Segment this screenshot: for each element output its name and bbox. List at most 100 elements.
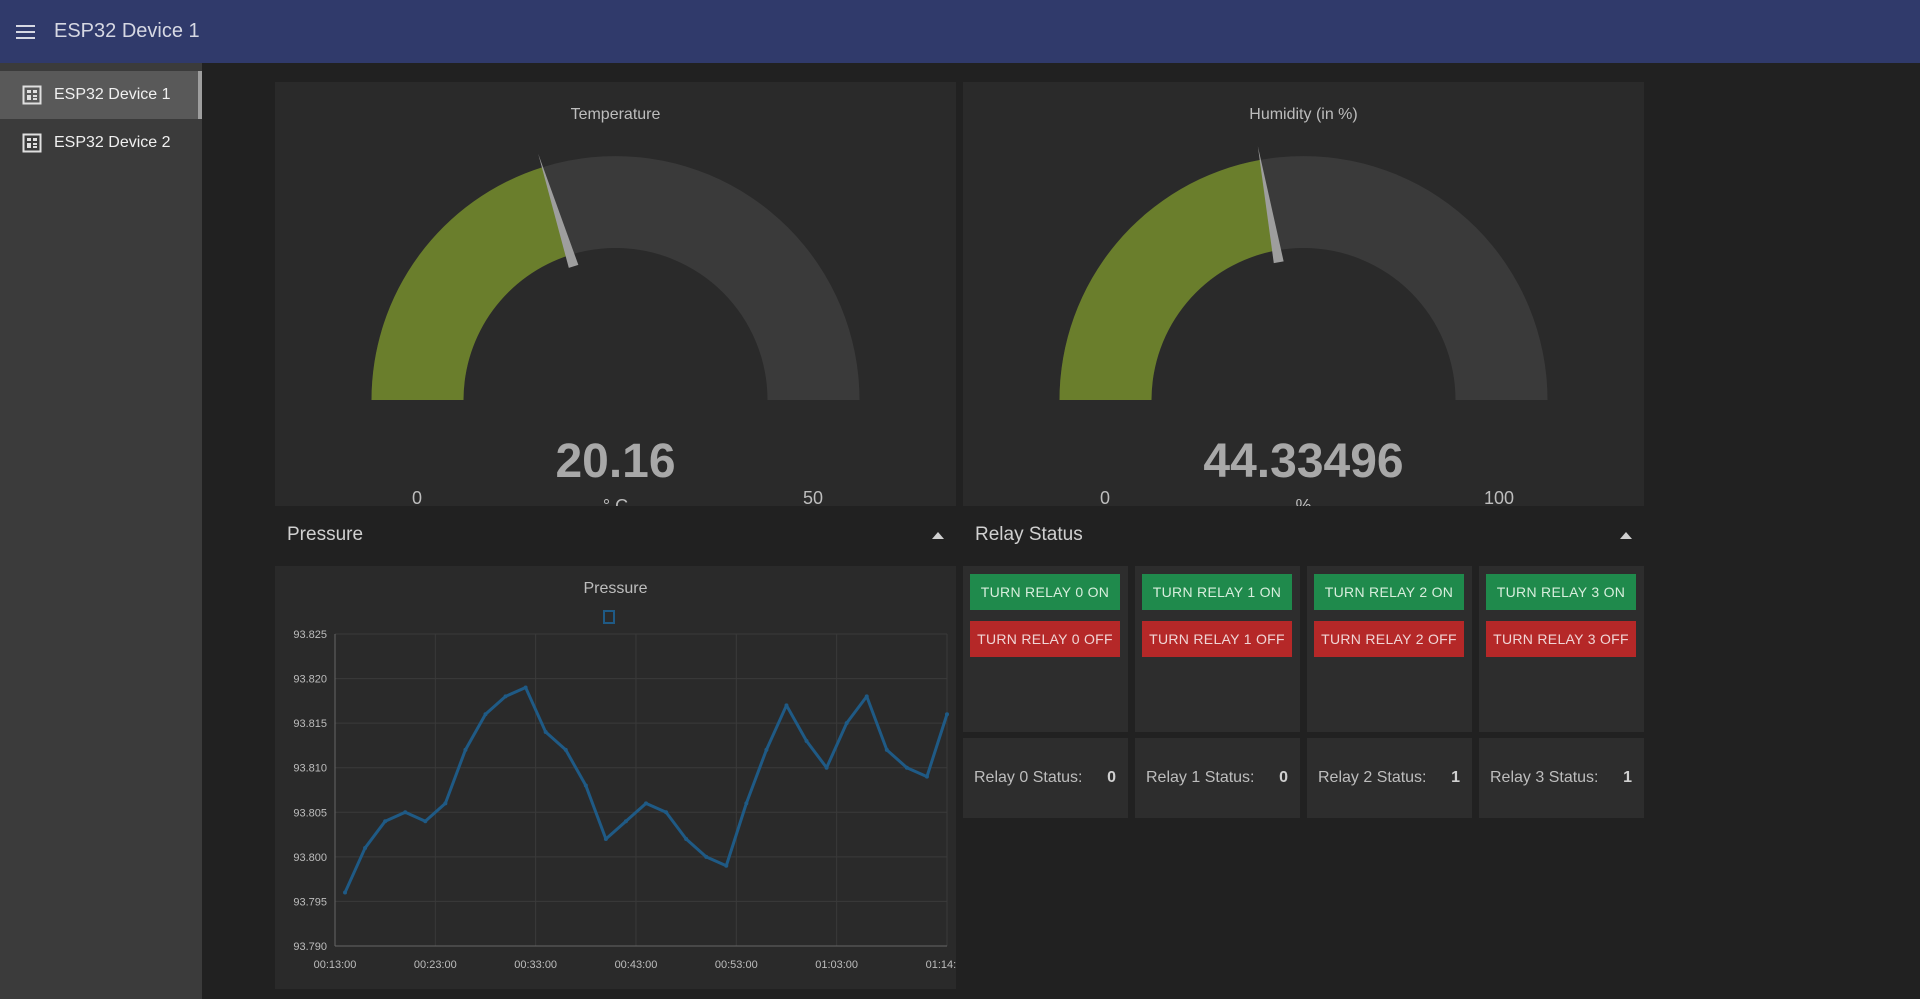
sidebar-item-esp32-device-2[interactable]: ESP32 Device 2 (0, 119, 202, 167)
gauge-value: 44.33496 (1203, 435, 1404, 488)
data-point (563, 747, 568, 752)
relay-1-status: Relay 1 Status: 0 (1135, 738, 1300, 818)
status-label: Relay 3 Status: (1490, 769, 1599, 786)
data-point (904, 765, 909, 770)
y-tick-label: 93.810 (293, 763, 327, 775)
data-point (543, 730, 548, 735)
menu-icon[interactable] (16, 18, 44, 46)
pressure-group-header[interactable]: Pressure (275, 506, 956, 564)
legend-swatch (603, 610, 615, 624)
data-point (523, 685, 528, 690)
data-point (704, 854, 709, 859)
data-point (744, 801, 749, 806)
chart-title: Pressure (583, 580, 648, 597)
data-point (664, 810, 669, 815)
status-label: Relay 2 Status: (1318, 769, 1427, 786)
status-value: 0 (1107, 769, 1116, 786)
status-value: 1 (1451, 769, 1460, 786)
relay-3-status: Relay 3 Status: 1 (1479, 738, 1644, 818)
temperature-gauge (371, 153, 860, 400)
gauge-fill (1059, 159, 1277, 400)
data-point (423, 819, 428, 824)
data-point (844, 721, 849, 726)
status-label: Relay 1 Status: (1146, 769, 1255, 786)
data-point (924, 774, 929, 779)
sidebar-item-label: ESP32 Device 2 (54, 134, 171, 151)
turn-relay-3-on-button[interactable]: TURN RELAY 3 ON (1486, 574, 1636, 610)
relay-3-controls: TURN RELAY 3 ON TURN RELAY 3 OFF (1479, 566, 1644, 732)
data-point (483, 712, 488, 717)
collapse-icon[interactable] (1620, 531, 1632, 539)
pressure-chart-card: Pressure 93.825 93.820 93.815 93.810 93.805 9… (275, 566, 956, 989)
x-tick-label: 00:43:00 (615, 959, 658, 971)
gauge-needle (538, 153, 579, 268)
sidebar-item-esp32-device-1[interactable]: ESP32 Device 1 (0, 71, 202, 119)
sidebar-item-label: ESP32 Device 1 (54, 86, 171, 103)
y-tick-label: 93.805 (293, 807, 327, 819)
top-toolbar: ESP32 Device 1 (0, 0, 1920, 63)
data-point (784, 703, 789, 708)
turn-relay-1-on-button[interactable]: TURN RELAY 1 ON (1142, 574, 1292, 610)
y-tick-label: 93.820 (293, 674, 327, 686)
gauge-needle (1257, 146, 1284, 264)
turn-relay-2-off-button[interactable]: TURN RELAY 2 OFF (1314, 621, 1464, 657)
turn-relay-0-on-button[interactable]: TURN RELAY 0 ON (970, 574, 1120, 610)
relay-0-status: Relay 0 Status: 0 (963, 738, 1128, 818)
turn-relay-0-off-button[interactable]: TURN RELAY 0 OFF (970, 621, 1120, 657)
data-point (684, 837, 689, 842)
data-point (363, 845, 368, 850)
y-tick-label: 93.815 (293, 718, 327, 730)
data-point (824, 765, 829, 770)
gauge-value: 20.16 (555, 435, 676, 488)
data-point (804, 738, 809, 743)
data-point (503, 694, 508, 699)
relay-0-controls: TURN RELAY 0 ON TURN RELAY 0 OFF (963, 566, 1128, 732)
data-point (724, 863, 729, 868)
sidebar: ESP32 Device 1 ESP32 Device 2 (0, 63, 202, 999)
collapse-icon[interactable] (932, 531, 944, 539)
turn-relay-1-off-button[interactable]: TURN RELAY 1 OFF (1142, 621, 1292, 657)
data-point (403, 810, 408, 815)
gauge-min-label: 0 (412, 488, 423, 508)
y-tick-label: 93.790 (293, 941, 327, 953)
data-point (583, 783, 588, 788)
x-tick-label: 01:14:00 (926, 959, 956, 971)
gauge-min-label: 0 (1100, 488, 1111, 508)
group-title: Relay Status (975, 524, 1083, 545)
data-point (945, 712, 949, 717)
x-tick-label: 00:23:00 (414, 959, 457, 971)
relay-group-header[interactable]: Relay Status (963, 506, 1644, 564)
group-title: Pressure (287, 524, 364, 545)
y-tick-label: 93.825 (293, 629, 327, 641)
y-tick-label: 93.795 (293, 896, 327, 908)
x-tick-label: 00:33:00 (514, 959, 557, 971)
y-tick-label: 93.800 (293, 852, 327, 864)
page-title: ESP32 Device 1 (54, 20, 200, 42)
data-point (644, 801, 649, 806)
status-value: 1 (1623, 769, 1632, 786)
dashboard-icon (22, 85, 42, 105)
relay-2-status: Relay 2 Status: 1 (1307, 738, 1472, 818)
temperature-gauge-card: Temperature 20.16 ° C 0 50 (275, 82, 956, 516)
dashboard-icon (22, 133, 42, 153)
data-point (764, 747, 769, 752)
status-label: Relay 0 Status: (974, 769, 1083, 786)
data-point (343, 890, 348, 895)
gauge-fill (371, 167, 570, 400)
data-point (463, 747, 468, 752)
data-point (443, 801, 448, 806)
data-point (623, 819, 628, 824)
status-value: 0 (1279, 769, 1288, 786)
gauge-max-label: 50 (803, 488, 824, 508)
turn-relay-3-off-button[interactable]: TURN RELAY 3 OFF (1486, 621, 1636, 657)
relay-1-controls: TURN RELAY 1 ON TURN RELAY 1 OFF (1135, 566, 1300, 732)
gauge-max-label: 100 (1484, 488, 1515, 508)
relay-2-controls: TURN RELAY 2 ON TURN RELAY 2 OFF (1307, 566, 1472, 732)
data-point (864, 694, 869, 699)
gauge-title: Temperature (570, 106, 661, 123)
x-tick-label: 01:03:00 (815, 959, 858, 971)
gauge-title: Humidity (in %) (1249, 106, 1358, 123)
turn-relay-2-on-button[interactable]: TURN RELAY 2 ON (1314, 574, 1464, 610)
data-point (884, 747, 889, 752)
x-tick-label: 00:13:00 (314, 959, 357, 971)
